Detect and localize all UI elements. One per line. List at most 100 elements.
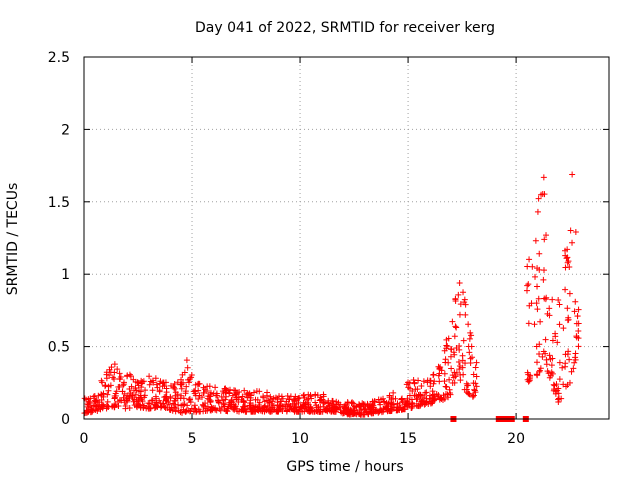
x-tick-label: 5 [188,431,197,447]
data-point [532,273,539,280]
data-point [92,398,99,405]
data-point [536,250,543,257]
data-point [186,379,193,386]
data-point [289,400,296,407]
x-tick-label: 15 [399,431,417,447]
data-point [191,402,198,409]
data-point [95,392,102,399]
data-point [254,396,261,403]
data-point [549,296,556,303]
data-point [114,366,121,373]
data-point [462,311,469,318]
data-point [431,391,438,398]
data-point [443,345,450,352]
data-point [531,321,538,328]
data-point [434,393,441,400]
data-point [283,407,290,414]
data-point [188,372,195,379]
data-point [120,379,127,386]
data-point [244,394,251,401]
data-point [555,396,562,403]
data-point [453,324,460,331]
data-point [151,404,158,411]
y-tick-label: 1 [61,267,70,283]
data-point [389,401,396,408]
data-point [120,382,127,389]
data-point [167,382,174,389]
data-point [313,402,320,409]
data-point [442,383,449,390]
data-point [448,346,455,353]
data-point [285,396,292,403]
data-point [369,404,376,411]
data-point [208,407,215,414]
data-point [386,392,393,399]
y-axis-label: SRMTID / TECUs [5,183,21,296]
data-point [575,335,582,342]
data-point [536,266,543,273]
data-point [153,401,160,408]
data-point [451,333,458,340]
data-point [575,328,582,335]
data-point [299,408,306,415]
data-point [288,405,295,412]
data-point [465,382,472,389]
data-point [153,381,160,388]
data-point [527,374,534,381]
data-point [524,263,531,270]
data-point [451,351,458,358]
data-point [417,402,424,409]
x-tick-label: 20 [507,431,525,447]
data-point [203,388,210,395]
data-point [470,380,477,387]
data-point [86,400,93,407]
data-point [142,387,149,394]
data-point [137,388,144,395]
data-point [149,397,156,404]
data-point [135,382,142,389]
data-point [246,390,253,397]
data-point [174,379,181,386]
data-point [359,400,366,407]
data-point [466,335,473,342]
data-point [452,323,459,330]
data-point [534,306,541,313]
data-point [266,405,273,412]
data-point [366,403,373,410]
data-point [459,352,466,359]
data-point [429,392,436,399]
data-point [317,408,324,415]
data-point [202,400,209,407]
data-point [128,383,135,390]
data-point [161,404,168,411]
data-point [85,396,92,403]
data-point [456,342,463,349]
data-point [127,373,134,380]
y-tick-label: 1.5 [48,195,70,211]
data-point [90,393,97,400]
data-point [126,394,133,401]
data-point [556,301,563,308]
data-point [443,383,450,390]
data-point [276,406,283,413]
data-point [572,298,579,305]
data-point [535,295,542,302]
data-point [229,392,236,399]
data-point [111,392,118,399]
data-point [85,408,92,415]
data-point [181,369,188,376]
data-point [456,279,463,286]
data-point [255,401,262,408]
data-point [175,401,182,408]
plot-frame [83,56,610,420]
data-point [455,291,462,298]
data-point [457,371,464,378]
data-point [183,357,190,364]
data-point [405,384,412,391]
chart-title: Day 041 of 2022, SRMTID for receiver ker… [195,20,495,36]
data-point [543,232,550,239]
data-point [314,392,321,399]
data-point [167,395,174,402]
data-point [182,390,189,397]
data-point [526,256,533,263]
